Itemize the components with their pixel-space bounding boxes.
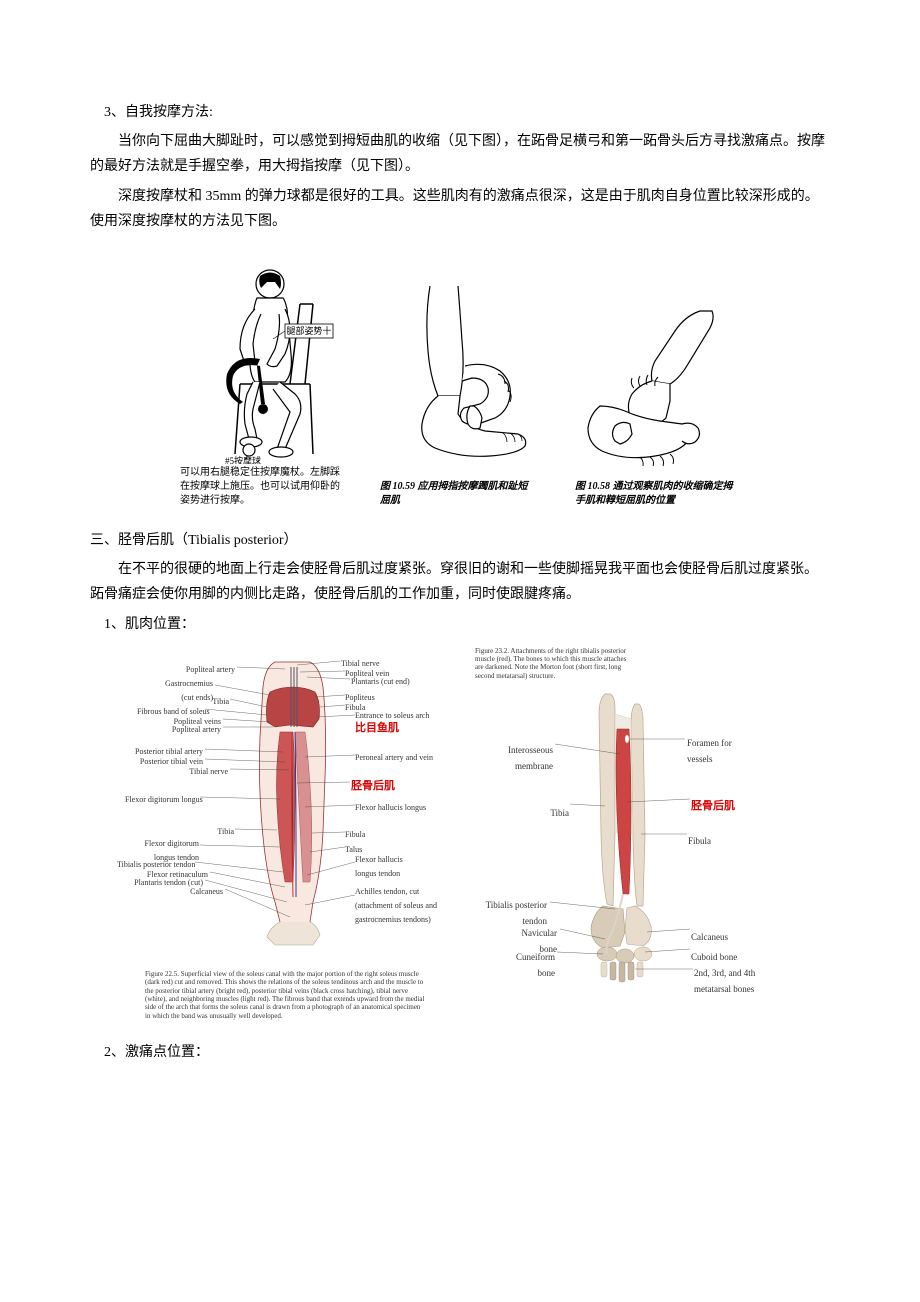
anatomy-figure-row: Popliteal artery Gastrocnemius (cut ends… xyxy=(90,647,830,1021)
paragraph-s3-1: 当你向下屈曲大脚趾时，可以感觉到拇短曲肌的收缩（见下图），在跖骨足横弓和第一跖骨… xyxy=(90,129,830,179)
figure-thumb-massage: 图 10.59 应用拇指按摩躅肌和趾短屈肌 xyxy=(365,276,545,508)
section-three-item2: 2、激痛点位置： xyxy=(104,1040,830,1065)
lbl-tibial-nerve2: Tibial nerve xyxy=(183,765,228,779)
paragraph-s3-2: 深度按摩杖和 35mm 的弹力球都是很好的工具。这些肌肉有的激痛点很深，这是由于… xyxy=(90,184,830,234)
lbl-r-metatarsal: 2nd, 3rd, and 4th metatarsal bones xyxy=(694,965,769,997)
thumb-massage-illustration xyxy=(370,276,540,476)
lbl-r-calcaneus: Calcaneus xyxy=(691,929,728,945)
lbl-calcaneus: Calcaneus xyxy=(185,885,223,899)
anatomy-right-caption-top: Figure 23.2. Attachments of the right ti… xyxy=(475,647,635,681)
lbl-r-foramen: Foramen for vessels xyxy=(687,735,747,767)
section-three-heading: 三、胫骨后肌（Tibialis posterior） xyxy=(90,528,830,553)
figure-locate-muscle: 图 10.58 通过观察肌肉的收缩确定拇手肌和鞟短屈肌的位置 xyxy=(565,306,745,508)
fig3-caption: 图 10.58 通过观察肌肉的收缩确定拇手肌和鞟短屈肌的位置 xyxy=(575,480,735,508)
lbl-flexor-dig-longus: Flexor digitorum longus xyxy=(125,793,198,807)
lbl-flexor-hal-tendon: Flexor hallucis longus tendon xyxy=(355,853,425,882)
lbl-r-tibia: Tibia xyxy=(543,805,569,821)
anatomy-right-figure: Figure 23.2. Attachments of the right ti… xyxy=(475,647,775,994)
fig2-caption: 图 10.59 应用拇指按摩躅肌和趾短屈肌 xyxy=(380,480,530,508)
lbl-r-fibula: Fibula xyxy=(688,833,711,849)
lbl-tibialis-post-cn: 胫骨后肌 xyxy=(351,777,395,797)
section-three-p1: 在不平的很硬的地面上行走会使胫骨后肌过度紧张。穿很旧的谢和一些使脚摇晃我平面也会… xyxy=(90,557,830,607)
lbl-fibula2: Fibula xyxy=(345,828,365,842)
section-3-num: 3、自我按摩方法: xyxy=(104,100,830,125)
seated-massage-illustration: 腿部姿势十 #5按摩球 xyxy=(185,254,335,464)
lbl-plantaris: Plantaris (cut end) xyxy=(351,675,410,689)
label-leg-position: 腿部姿势十 xyxy=(286,325,331,336)
lbl-r-interosseous: Interosseous membrane xyxy=(493,742,553,774)
anatomy-left-figure: Popliteal artery Gastrocnemius (cut ends… xyxy=(145,647,445,1021)
lbl-tibia2: Tibia xyxy=(210,825,234,839)
figure-row-massage: 腿部姿势十 #5按摩球 可以用右腿稳定住按摩魔杖。左脚踩在按摩球上施压。也可以试… xyxy=(90,254,830,508)
anatomy-left-caption: Figure 22.5. Superficial view of the sol… xyxy=(145,970,425,1020)
figure-seated-massage: 腿部姿势十 #5按摩球 可以用右腿稳定住按摩魔杖。左脚踩在按摩球上施压。也可以试… xyxy=(175,254,345,508)
locate-muscle-illustration xyxy=(570,306,740,476)
section-three-item1: 1、肌肉位置： xyxy=(104,612,830,637)
lbl-soleus-cn: 比目鱼肌 xyxy=(355,719,399,739)
label-massage-ball: #5按摩球 xyxy=(225,455,261,464)
lbl-achilles: Achilles tendon, cut (attachment of sole… xyxy=(355,885,445,928)
lbl-flexor-hal-longus: Flexor hallucis longus xyxy=(355,801,426,815)
lbl-gastrocnemius: Gastrocnemius (cut ends) xyxy=(153,677,213,706)
lbl-r-cuneiform: Cuneiform bone xyxy=(500,949,555,981)
fig1-caption: 可以用右腿稳定住按摩魔杖。左脚踩在按摩球上施压。也可以试用仰卧的姿势进行按摩。 xyxy=(180,466,340,508)
lbl-peroneal: Peroneal artery and vein xyxy=(355,751,440,765)
lbl-r-cuboid: Cuboid bone xyxy=(691,949,737,965)
lbl-r-tibpost-cn: 胫骨后肌 xyxy=(691,797,735,817)
lbl-popliteal-artery: Popliteal artery xyxy=(177,663,235,677)
lbl-popliteal-artery2: Popliteal artery xyxy=(165,723,221,737)
